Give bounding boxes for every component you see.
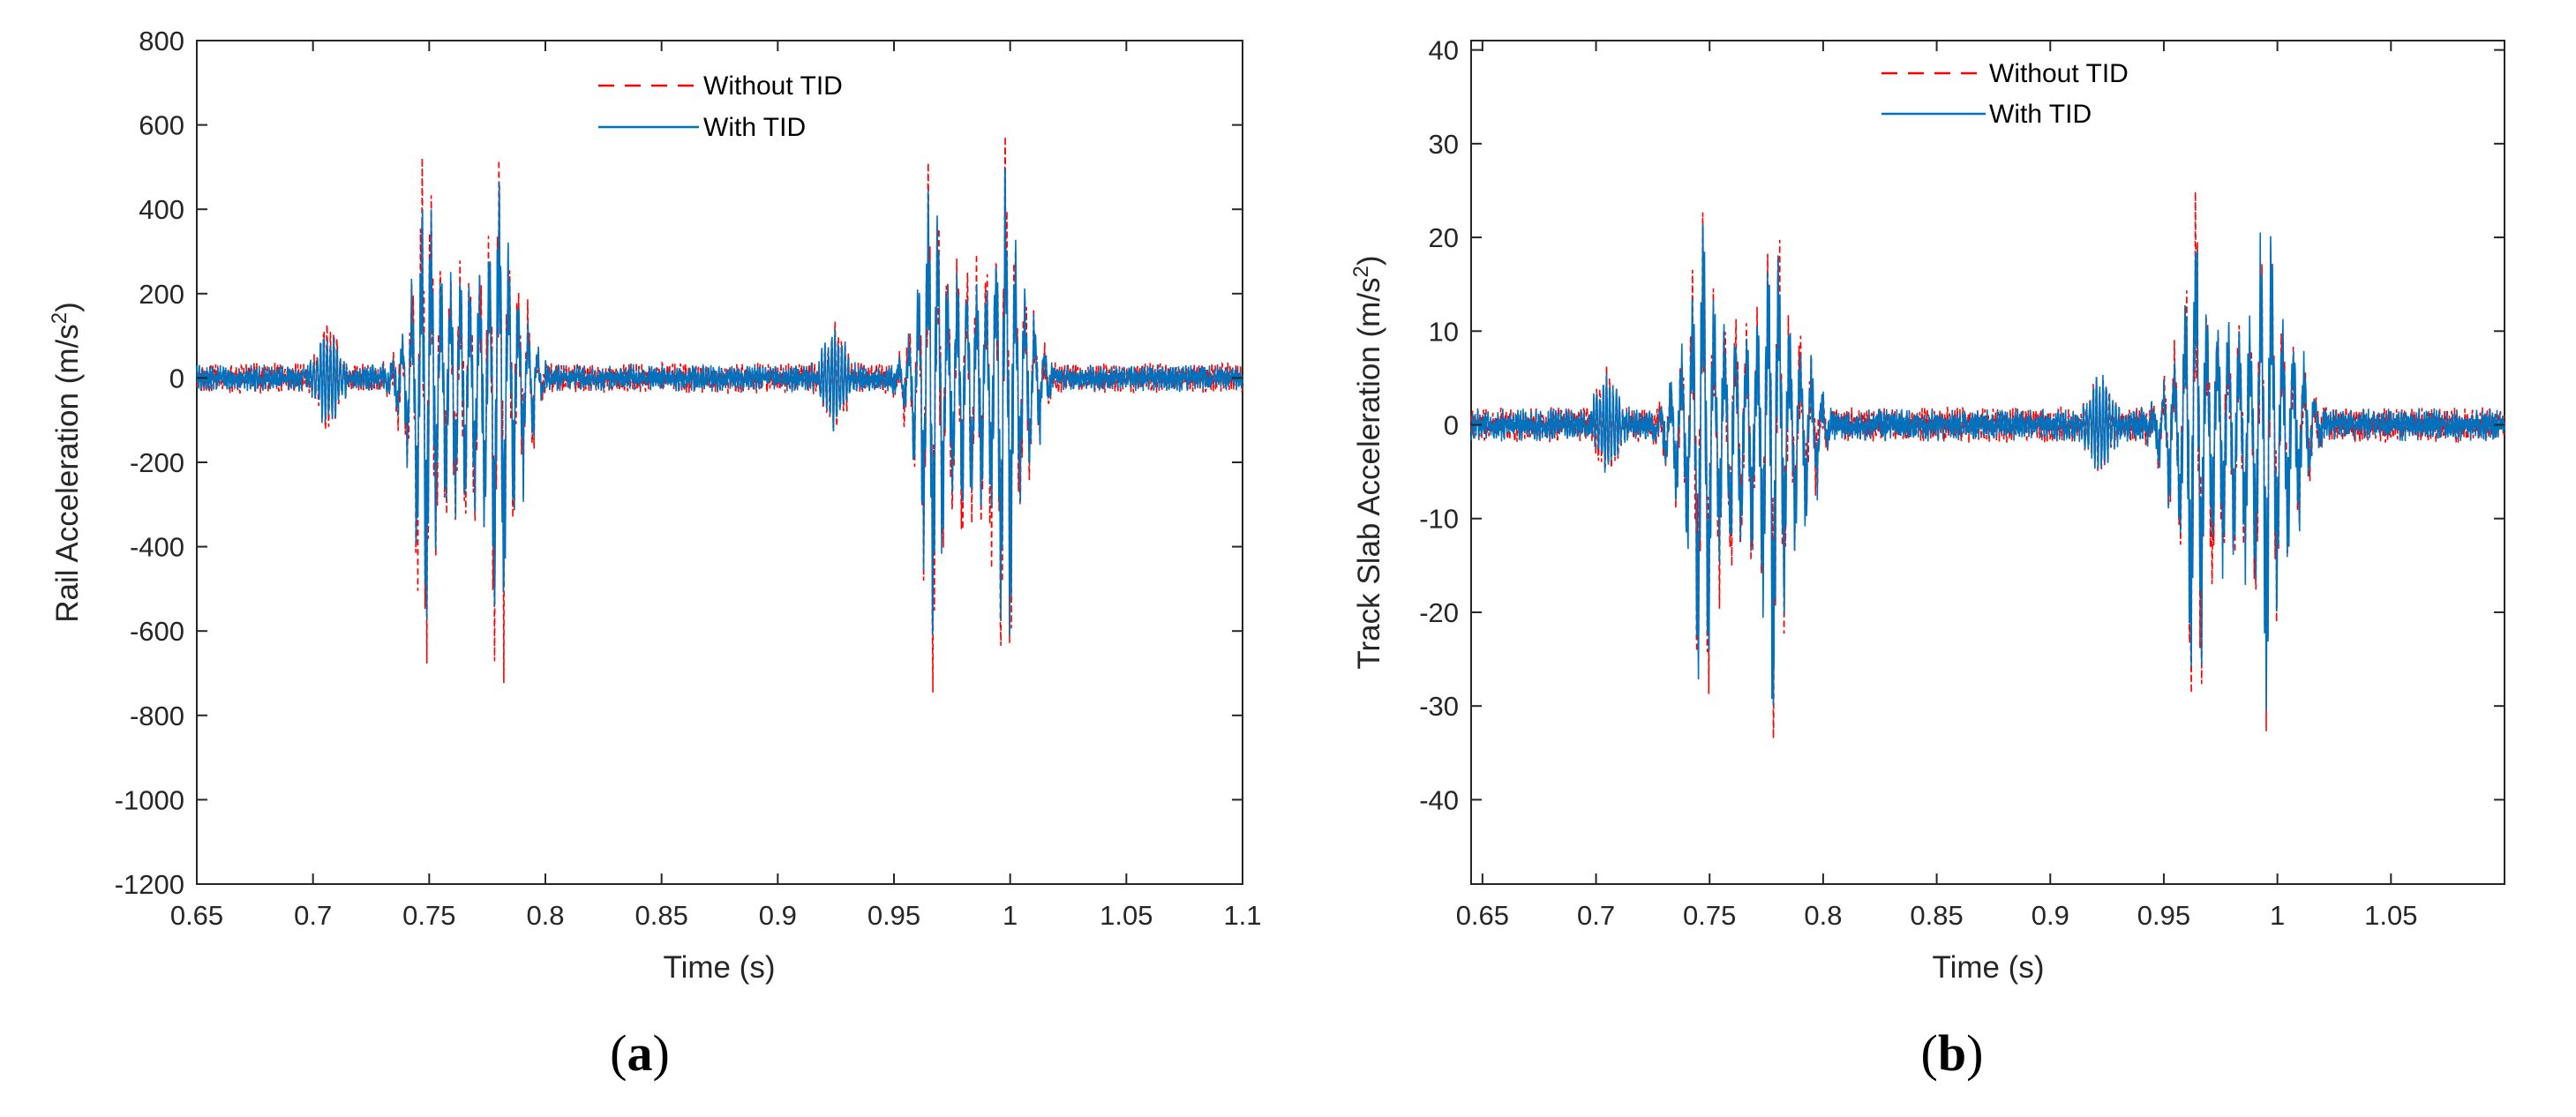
panel-b: 0.65 0.7 0.75 0.8 0.85 0.9 0.95 1 1.05 403020100…: [1349, 35, 2505, 1082]
x-tick-label: 0.7: [294, 900, 332, 931]
panel-label-b-text: (b): [1921, 1024, 1984, 1082]
panel-label-a: (a): [610, 1024, 670, 1082]
legend-a: Without TID With TID: [590, 64, 868, 155]
x-tick-label: 1.1: [1223, 900, 1261, 931]
x-axis-label-b: Time (s): [1932, 950, 2044, 985]
x-tick-label: 0.75: [402, 900, 455, 931]
series-group-b: [1470, 191, 2505, 738]
x-tick-label: 0.9: [759, 900, 797, 931]
panel-label-b: (b): [1921, 1024, 1984, 1082]
y-axis-label-b: Track Slab Acceleration (m/s2): [1349, 255, 1387, 669]
x-tick-label: 1: [2270, 900, 2285, 931]
y-tick-label: -20: [1419, 597, 1459, 628]
y-ticks-a: 800 600 400 200 0 -200 -400 -600 -800 -1000 -1200: [115, 26, 1243, 900]
legend-a-without-label: Without TID: [703, 71, 843, 101]
y-tick-label: 600: [139, 110, 184, 141]
y-axis-label-b-text: Track Slab Acceleration (m/s: [1352, 277, 1386, 669]
x-axis-label-a: Time (s): [663, 950, 775, 985]
x-tick-label: 0.95: [2137, 900, 2190, 931]
x-tick-label: 0.85: [1910, 900, 1963, 931]
plot-area-a: [196, 40, 1243, 885]
legend-a-with-label: With TID: [703, 113, 806, 142]
y-tick-label: 800: [139, 26, 184, 56]
x-ticks-a: 0.65 0.7 0.75 0.8 0.85 0.9 0.95 1 1.05 1.1: [170, 41, 1262, 931]
panel-a: 0.65 0.7 0.75 0.8 0.85 0.9 0.95 1 1.05 1.1 800 600…: [48, 26, 1262, 1082]
y-tick-label: -800: [130, 701, 184, 731]
y-tick-label: -40: [1419, 784, 1459, 815]
y-axis-label-a-close: ): [50, 302, 85, 312]
x-tick-label: 0.65: [1456, 900, 1509, 931]
x-tick-label: 0.95: [867, 900, 920, 931]
y-tick-label: 20: [1429, 222, 1459, 253]
x-tick-label: 0.75: [1683, 900, 1736, 931]
y-tick-label: 10: [1429, 316, 1459, 347]
x-tick-label: 1.05: [2364, 900, 2417, 931]
series-group-a: [196, 136, 1243, 693]
x-tick-label: 0.8: [526, 900, 564, 931]
y-tick-label: -200: [130, 447, 184, 478]
y-tick-label: -400: [130, 532, 184, 563]
y-tick-label: -1200: [115, 869, 184, 900]
series-line-with-tid: [196, 169, 1243, 636]
y-tick-label: -1000: [115, 784, 184, 815]
legend-b-bg: [1871, 53, 2159, 143]
x-tick-label: 0.8: [1804, 900, 1842, 931]
x-tick-label: 1.05: [1100, 900, 1153, 931]
y-tick-label: -30: [1419, 691, 1459, 722]
plot-area-b: [1470, 40, 2505, 885]
y-axis-label-b-close: ): [1352, 255, 1386, 266]
legend-b-without-label: Without TID: [1989, 59, 2129, 88]
y-axis-label-b-sup: 2: [1349, 266, 1373, 277]
y-axis-label-a-sup: 2: [48, 312, 71, 324]
y-axis-label-a: Rail Acceleration (m/s2): [48, 302, 86, 622]
y-tick-label: 40: [1429, 35, 1459, 66]
x-tick-label: 1: [1003, 900, 1018, 931]
x-tick-label: 0.65: [170, 900, 223, 931]
series-line-with-tid: [1470, 223, 2505, 711]
x-ticks-b: 0.65 0.7 0.75 0.8 0.85 0.9 0.95 1 1.05: [1456, 41, 2417, 931]
x-tick-label: 0.85: [635, 900, 687, 931]
x-tick-label: 0.7: [1577, 900, 1615, 931]
legend-b: Without TID With TID: [1871, 53, 2159, 143]
y-ticks-b: 40 30 20 10 0 -10 -20 -30 -40: [1419, 35, 2505, 815]
y-tick-label: 200: [139, 279, 184, 310]
y-tick-label: -10: [1419, 504, 1459, 535]
legend-b-with-label: With TID: [1989, 100, 2092, 129]
y-tick-label: 0: [169, 363, 184, 394]
y-axis-label-a-text: Rail Acceleration (m/s: [50, 324, 85, 622]
y-tick-label: 400: [139, 194, 184, 225]
y-tick-label: -600: [130, 616, 184, 647]
panel-label-a-text: (a): [610, 1024, 670, 1082]
y-tick-label: 30: [1429, 129, 1459, 160]
y-tick-label: 0: [1444, 410, 1459, 441]
legend-a-bg: [590, 64, 868, 155]
x-tick-label: 0.9: [2032, 900, 2069, 931]
